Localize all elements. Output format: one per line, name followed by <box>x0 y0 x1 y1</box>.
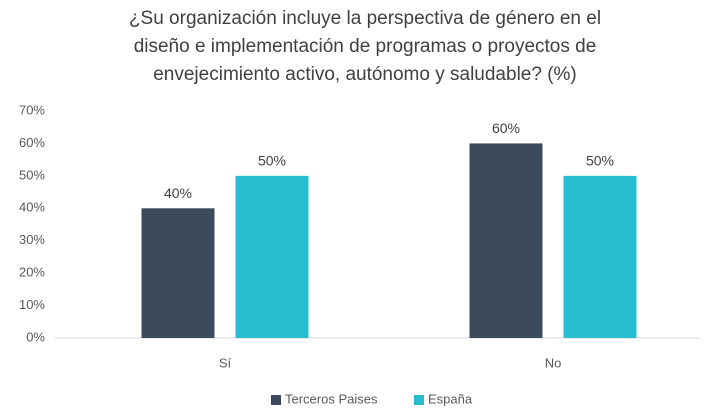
data-label: 60% <box>492 120 520 136</box>
y-tick-label: 60% <box>19 135 45 150</box>
x-tick-label: No <box>545 355 562 370</box>
chart-title: diseño e implementación de programas o p… <box>134 36 597 57</box>
x-tick-label: Sí <box>219 355 232 370</box>
data-label: 50% <box>586 153 614 169</box>
bar <box>563 175 637 338</box>
bar <box>141 208 215 338</box>
chart-title: ¿Su organización incluye la perspectiva … <box>129 8 601 29</box>
y-tick-label: 50% <box>19 167 45 182</box>
data-label: 50% <box>258 153 286 169</box>
bar <box>469 143 543 338</box>
y-tick-label: 0% <box>26 329 45 344</box>
y-tick-label: 10% <box>19 297 45 312</box>
legend-label: España <box>428 391 473 406</box>
data-label: 40% <box>164 185 192 201</box>
chart-title: envejecimiento activo, autónomo y saluda… <box>153 64 577 85</box>
y-tick-label: 20% <box>19 265 45 280</box>
legend-swatch <box>414 395 424 405</box>
legend-label: Terceros Paises <box>285 391 378 406</box>
y-tick-label: 70% <box>19 102 45 117</box>
y-tick-label: 30% <box>19 232 45 247</box>
y-tick-label: 40% <box>19 200 45 215</box>
bar <box>235 175 309 338</box>
legend-swatch <box>271 395 281 405</box>
